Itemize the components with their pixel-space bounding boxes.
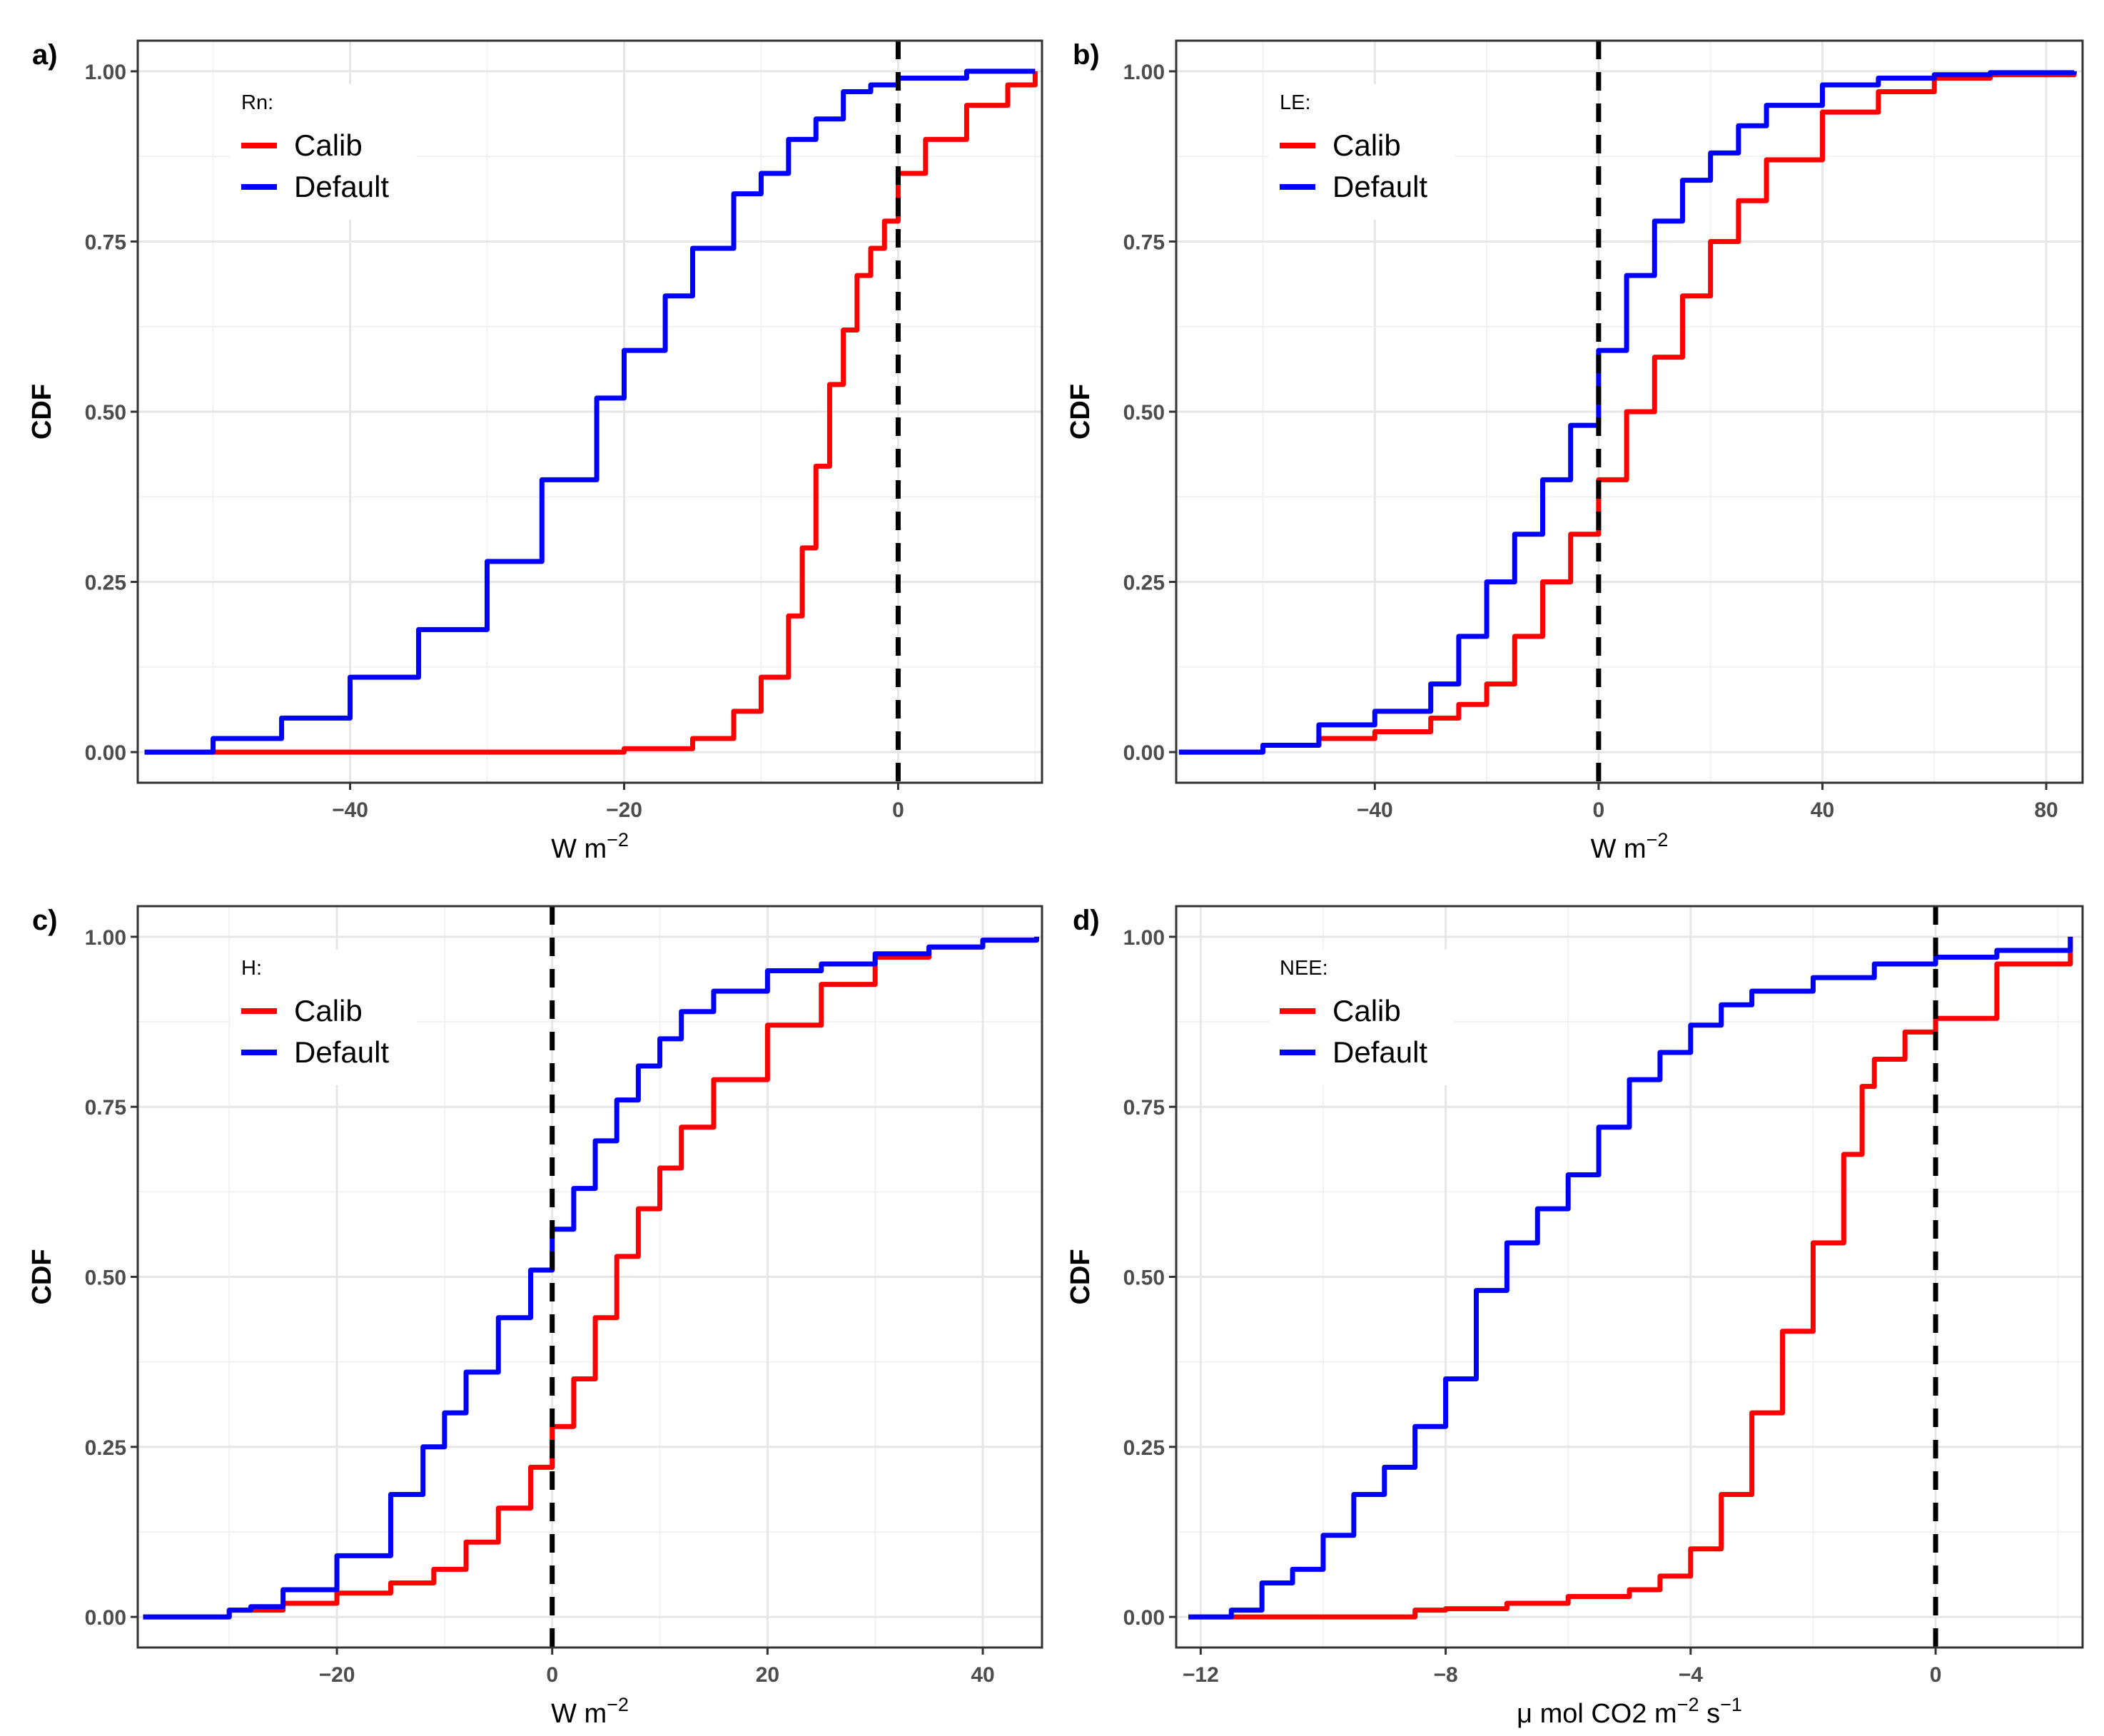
y-tick-label: 0.50 [1123, 1267, 1165, 1290]
legend-label-calib: Calib [1332, 128, 1401, 162]
legend: H: Calib Default [231, 950, 416, 1085]
x-axis-label-main: W m [1591, 834, 1647, 864]
series-line-calib [1178, 71, 2077, 755]
y-tick-label: 0.00 [1123, 741, 1165, 765]
panel-2: 0.00 0.25 0.50 0.75 1.00 −20 0 20 40 c) CDF W m−2 H:… [27, 905, 1043, 1729]
legend-background [231, 84, 416, 220]
legend-title: Rn: [241, 91, 273, 114]
x-tick-label: 0 [1593, 798, 1605, 822]
x-axis-label-main: μ mol CO2 m [1517, 1699, 1677, 1729]
x-tick-label: −40 [332, 798, 368, 822]
x-tick-label: −8 [1433, 1663, 1457, 1687]
legend: LE: Calib Default [1269, 84, 1455, 220]
x-tick-label: 40 [1811, 798, 1834, 822]
series-line-default [144, 68, 1036, 755]
legend-title: LE: [1280, 91, 1311, 114]
x-axis-label-exponent: −2 [1647, 829, 1669, 851]
legend-label-default: Default [1332, 1035, 1427, 1069]
legend-label-default: Default [294, 170, 389, 203]
y-tick-label: 0.75 [1123, 230, 1165, 254]
y-tick-label: 1.00 [85, 61, 126, 84]
y-tick-label: 0.25 [1123, 572, 1165, 595]
legend-label-calib: Calib [1332, 994, 1401, 1027]
x-axis-label-main: W m [551, 1699, 607, 1729]
x-axis-label-tail: s [1699, 1699, 1721, 1729]
x-axis-label-exponent: −2 [607, 1694, 629, 1715]
legend-label-calib: Calib [294, 994, 363, 1027]
series-line-default [1188, 936, 2073, 1620]
x-axis-label-exponent: −2 [607, 829, 629, 851]
y-tick-label: 0.75 [1123, 1096, 1165, 1120]
series-line-calib [144, 71, 1038, 755]
x-axis-label: W m−2 [551, 1694, 629, 1729]
legend: Rn: Calib Default [231, 84, 416, 220]
x-axis-label: μ mol CO2 m−2 s−1 [1517, 1694, 1742, 1729]
y-tick-label: 0.25 [1123, 1436, 1165, 1460]
legend: NEE:Calib Default [1269, 950, 1455, 1085]
series-line-default [1178, 70, 2077, 755]
x-tick-label: −40 [1357, 798, 1393, 822]
y-tick-label: 0.50 [1123, 401, 1165, 425]
legend-label-default: Default [1332, 170, 1427, 203]
x-tick-label: 20 [756, 1663, 779, 1687]
y-axis-label: CDF [1066, 1249, 1096, 1304]
panel-label: b) [1073, 39, 1100, 71]
y-tick-label: 1.00 [1123, 926, 1165, 950]
y-tick-label: 0.75 [85, 230, 126, 254]
panel-label: c) [32, 905, 58, 936]
panel-0: 0.00 0.25 0.50 0.75 1.00 −40 −20 0 a) CDF W m−2 Rn:… [27, 39, 1043, 864]
legend-title: NEE: [1280, 957, 1328, 980]
legend-label-default: Default [294, 1035, 389, 1069]
x-tick-label: 40 [971, 1663, 994, 1687]
panel-1: 0.00 0.25 0.50 0.75 1.00 −40 0 40 80 b) CDF W m−2 LE… [1066, 39, 2084, 864]
x-axis-label-exponent: −2 [1677, 1694, 1699, 1715]
y-tick-label: 1.00 [1123, 61, 1165, 84]
legend-background [1269, 950, 1455, 1085]
x-tick-label: −20 [319, 1663, 355, 1687]
y-tick-label: 0.00 [1123, 1606, 1165, 1630]
y-axis-label: CDF [1066, 384, 1096, 440]
y-tick-label: 0.25 [85, 572, 126, 595]
panel-3: 0.00 0.25 0.50 0.75 1.00 −12 −8 −4 0 d) CDF μ mol C… [1066, 905, 2084, 1729]
x-axis-label: W m−2 [1591, 829, 1669, 864]
x-tick-label: −4 [1679, 1663, 1704, 1687]
x-tick-label: 80 [2034, 798, 2058, 822]
panel-label: a) [32, 39, 58, 71]
x-tick-label: 0 [546, 1663, 558, 1687]
legend-title: H: [241, 957, 262, 980]
y-axis-label: CDF [27, 384, 57, 440]
y-tick-label: 1.00 [85, 926, 126, 950]
x-axis-label: W m−2 [551, 829, 629, 864]
y-tick-label: 0.75 [85, 1096, 126, 1120]
x-tick-label: 0 [1930, 1663, 1942, 1687]
legend-background [231, 950, 416, 1085]
series-line-calib [1188, 936, 2073, 1620]
y-tick-label: 0.25 [85, 1436, 126, 1460]
x-tick-label: −20 [606, 798, 642, 822]
y-tick-label: 0.00 [85, 741, 126, 765]
y-tick-label: 0.50 [85, 1267, 126, 1290]
y-tick-label: 0.50 [85, 401, 126, 425]
legend-background [1269, 84, 1455, 220]
x-tick-label: −12 [1183, 1663, 1219, 1687]
y-axis-label: CDF [27, 1249, 57, 1304]
legend-label-calib: Calib [294, 128, 363, 162]
y-tick-label: 0.00 [85, 1606, 126, 1630]
x-tick-label: 0 [892, 798, 904, 822]
x-axis-label-exponent-2: −1 [1720, 1694, 1742, 1715]
panel-label: d) [1073, 905, 1100, 936]
x-axis-label-main: W m [551, 834, 607, 864]
